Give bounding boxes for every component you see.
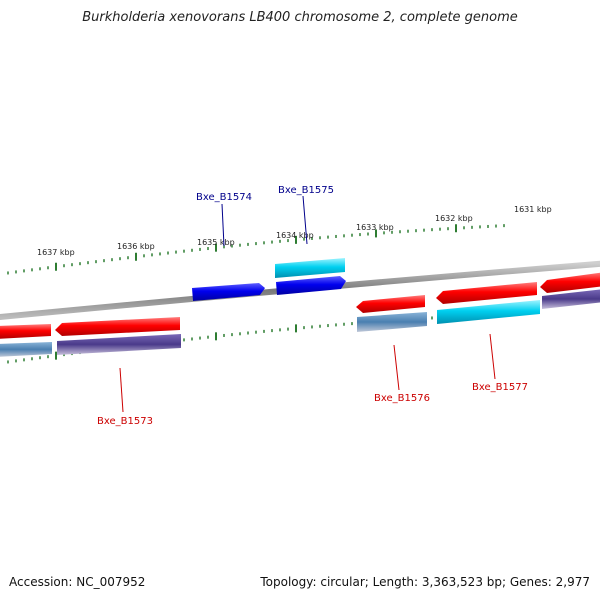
ruler-ticks-inner: [7, 312, 505, 364]
gene-label-bxe-b1574[interactable]: Bxe_B1574: [196, 192, 252, 203]
gene-cyan-bottom[interactable]: [437, 300, 540, 324]
gene-purple-left[interactable]: [57, 334, 181, 355]
map-title: Burkholderia xenovorans LB400 chromosome…: [82, 10, 518, 25]
leader-line-b1575: [302, 195, 308, 245]
gene-steel-left[interactable]: [0, 342, 52, 357]
ruler-ticks-outer: [7, 224, 505, 275]
accession-text: Accession: NC_007952: [9, 575, 146, 589]
gene-bxe-b1573[interactable]: [55, 317, 180, 336]
ruler-label-1631: 1631 kbp: [514, 205, 552, 214]
gene-red-left-edge[interactable]: [0, 324, 51, 339]
ruler-label-1635: 1635 kbp: [197, 238, 235, 247]
ruler-label-1637: 1637 kbp: [37, 248, 75, 257]
ruler-label-1636: 1636 kbp: [117, 242, 155, 251]
leader-line-b1577: [489, 333, 496, 380]
gene-red-right-edge[interactable]: [540, 272, 600, 293]
gene-label-bxe-b1577[interactable]: Bxe_B1577: [472, 382, 528, 393]
gene-label-bxe-b1575[interactable]: Bxe_B1575: [278, 185, 334, 196]
gene-label-bxe-b1576[interactable]: Bxe_B1576: [374, 393, 430, 404]
gene-label-bxe-b1573[interactable]: Bxe_B1573: [97, 416, 153, 427]
ruler-label-1632: 1632 kbp: [435, 214, 473, 223]
ruler-label-1633: 1633 kbp: [356, 223, 394, 232]
gene-purple-right[interactable]: [542, 289, 600, 309]
ruler-label-1634: 1634 kbp: [276, 231, 314, 240]
leader-line-b1573: [119, 367, 124, 413]
gene-bxe-b1575[interactable]: [276, 276, 346, 295]
gene-steel-mid[interactable]: [357, 312, 427, 332]
gene-bxe-b1574[interactable]: [192, 283, 265, 301]
leader-line-b1574: [221, 203, 225, 247]
genome-summary-text: Topology: circular; Length: 3,363,523 bp…: [260, 575, 590, 589]
gene-bxe-b1577[interactable]: [436, 282, 537, 304]
gene-bxe-b1576[interactable]: [356, 295, 425, 313]
gene-cyan-top[interactable]: [275, 258, 345, 278]
leader-line-b1576: [393, 344, 400, 391]
